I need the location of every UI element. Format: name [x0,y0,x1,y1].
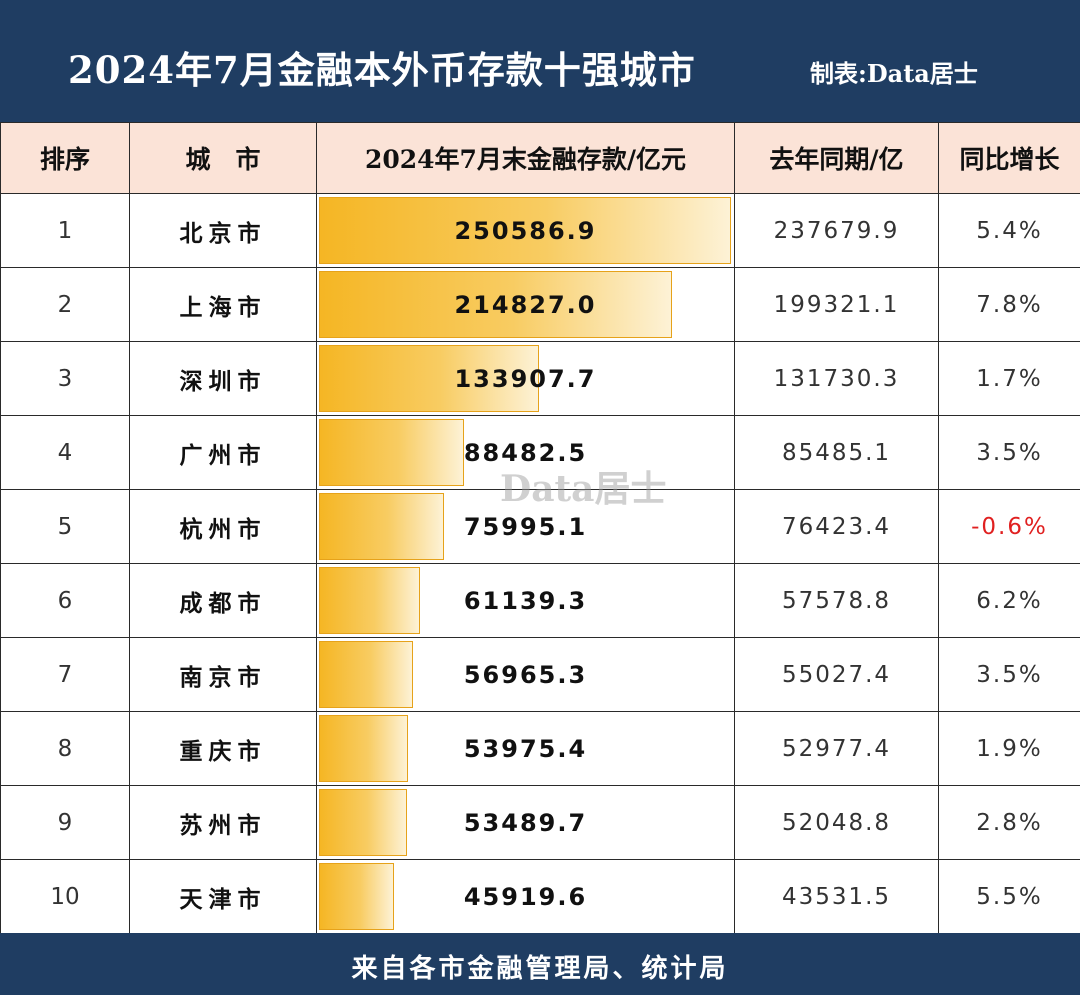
table-row: 7 南京市 56965.3 55027.4 3.5% [0,637,1080,712]
deposit-cell: 75995.1 [316,489,735,564]
rank-cell: 7 [0,637,130,712]
deposit-cell: 250586.9 [316,193,735,268]
prev-year-cell: 131730.3 [734,341,939,416]
deposit-value-label: 133907.7 [454,364,597,393]
prev-year-cell: 237679.9 [734,193,939,268]
table-body: 1 北京市 250586.9 237679.9 5.4% 2 上海市 214827.0 1993… [0,193,1080,934]
prev-year-cell: 43531.5 [734,859,939,934]
rank-cell: 4 [0,415,130,490]
deposit-value-label: 45919.6 [463,882,588,911]
deposit-value-label: 250586.9 [454,216,597,245]
table-row: 6 成都市 61139.3 57578.8 6.2% [0,563,1080,638]
deposit-value-label: 61139.3 [463,586,588,615]
growth-cell: 5.4% [938,193,1080,268]
column-header-prev-year: 去年同期/亿 [734,122,939,194]
city-cell: 苏州市 [129,785,317,860]
growth-cell: 2.8% [938,785,1080,860]
city-cell: 广州市 [129,415,317,490]
rank-cell: 1 [0,193,130,268]
deposit-cell: 133907.7 [316,341,735,416]
table-row: 5 杭州市 75995.1 76423.4 -0.6% [0,489,1080,564]
deposit-table: 排序 城 市 2024年7月末金融存款/亿元 去年同期/亿 同比增长 1 北京市 2… [0,122,1080,934]
table-row: 9 苏州市 53489.7 52048.8 2.8% [0,785,1080,860]
deposit-value-label: 75995.1 [463,512,588,541]
deposit-cell: 61139.3 [316,563,735,638]
deposit-bar [319,419,464,486]
table-row: 3 深圳市 133907.7 131730.3 1.7% [0,341,1080,416]
rank-cell: 10 [0,859,130,934]
rank-cell: 8 [0,711,130,786]
prev-year-cell: 55027.4 [734,637,939,712]
deposit-bar [319,641,413,708]
rank-cell: 3 [0,341,130,416]
chart-credit: 制表:Data居士 [810,59,978,88]
deposit-value-label: 88482.5 [463,438,588,467]
rank-cell: 9 [0,785,130,860]
city-cell: 南京市 [129,637,317,712]
deposit-bar [319,789,407,856]
deposit-bar [319,715,408,782]
prev-year-cell: 85485.1 [734,415,939,490]
deposit-cell: 53975.4 [316,711,735,786]
column-header-deposit: 2024年7月末金融存款/亿元 [316,122,735,194]
deposit-value-label: 214827.0 [454,290,597,319]
prev-year-cell: 199321.1 [734,267,939,342]
city-cell: 天津市 [129,859,317,934]
footer-bar: 来自各市金融管理局、统计局 [0,933,1080,995]
city-cell: 北京市 [129,193,317,268]
deposit-bar [319,567,420,634]
prev-year-cell: 52977.4 [734,711,939,786]
growth-cell: 5.5% [938,859,1080,934]
chart-title: 2024年7月金融本外币存款十强城市 [68,48,696,92]
growth-cell: 3.5% [938,637,1080,712]
growth-cell: 6.2% [938,563,1080,638]
table-header-row: 排序 城 市 2024年7月末金融存款/亿元 去年同期/亿 同比增长 [0,122,1080,194]
city-cell: 成都市 [129,563,317,638]
title-bar: 2024年7月金融本外币存款十强城市 制表:Data居士 [0,0,1080,122]
table-row: 4 广州市 88482.5 85485.1 3.5% [0,415,1080,490]
table-row: 10 天津市 45919.6 43531.5 5.5% [0,859,1080,934]
table-row: 2 上海市 214827.0 199321.1 7.8% [0,267,1080,342]
deposit-value-label: 56965.3 [463,660,588,689]
source-note: 来自各市金融管理局、统计局 [351,954,729,984]
data-table-wrap: 排序 城 市 2024年7月末金融存款/亿元 去年同期/亿 同比增长 1 北京市 2… [0,122,1080,934]
table-row: 8 重庆市 53975.4 52977.4 1.9% [0,711,1080,786]
growth-cell: 1.9% [938,711,1080,786]
prev-year-cell: 57578.8 [734,563,939,638]
deposit-bar [319,863,394,930]
rank-cell: 5 [0,489,130,564]
deposit-cell: 56965.3 [316,637,735,712]
city-cell: 杭州市 [129,489,317,564]
column-header-growth: 同比增长 [938,122,1080,194]
rank-cell: 6 [0,563,130,638]
deposit-cell: 45919.6 [316,859,735,934]
deposit-bar [319,271,672,338]
city-cell: 重庆市 [129,711,317,786]
deposit-bar [319,345,539,412]
deposit-bar [319,493,444,560]
growth-cell: 3.5% [938,415,1080,490]
table-row: 1 北京市 250586.9 237679.9 5.4% [0,193,1080,268]
deposit-cell: 88482.5 [316,415,735,490]
deposit-cell: 214827.0 [316,267,735,342]
deposit-value-label: 53489.7 [463,808,588,837]
deposit-cell: 53489.7 [316,785,735,860]
prev-year-cell: 76423.4 [734,489,939,564]
city-cell: 深圳市 [129,341,317,416]
column-header-rank: 排序 [0,122,130,194]
deposit-value-label: 53975.4 [463,734,588,763]
column-header-city: 城 市 [129,122,317,194]
deposit-bar [319,197,731,264]
city-cell: 上海市 [129,267,317,342]
prev-year-cell: 52048.8 [734,785,939,860]
growth-cell: 1.7% [938,341,1080,416]
growth-cell: -0.6% [938,489,1080,564]
rank-cell: 2 [0,267,130,342]
growth-cell: 7.8% [938,267,1080,342]
